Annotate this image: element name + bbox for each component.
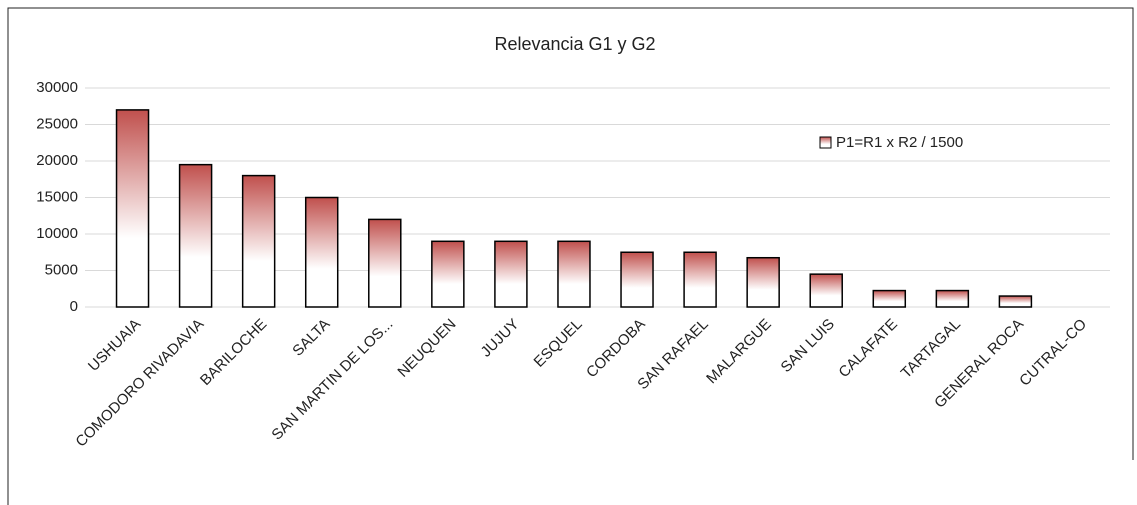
bar (935, 289, 970, 308)
bar (872, 289, 907, 308)
x-tick-label: CALAFATE (835, 316, 900, 381)
bar (683, 251, 717, 308)
legend-label: P1=R1 x R2 / 1500 (836, 134, 963, 151)
x-tick-label: CUTRAL-CO (1016, 316, 1090, 390)
x-tick-label: MALARGUE (703, 316, 775, 388)
x-tick-label: BARILOCHE (197, 316, 270, 389)
x-tick-label: SAN LUIS (777, 316, 837, 376)
x-tick-label: COMODORO RIVADAVIA (72, 316, 207, 451)
x-tick-label: CORDOBA (583, 316, 649, 382)
y-tick-label: 30000 (36, 79, 78, 96)
y-tick-label: 0 (70, 298, 78, 315)
x-tick-label: JUJUY (478, 316, 523, 361)
bar (304, 196, 339, 308)
x-tick-label: USHUAIA (85, 316, 144, 375)
bar (241, 174, 276, 308)
bar (178, 163, 213, 308)
x-tick-label: SALTA (289, 316, 333, 360)
bar (494, 240, 528, 308)
chart-title: Relevancia G1 y G2 (494, 34, 655, 54)
y-tick-label: 5000 (45, 261, 78, 278)
y-tick-label: 15000 (36, 188, 78, 205)
legend-swatch (819, 136, 832, 149)
bar (620, 251, 654, 308)
x-tick-label: TARTAGAL (898, 316, 964, 382)
bar (746, 256, 780, 308)
bar (115, 109, 150, 308)
y-tick-label: 25000 (36, 115, 78, 132)
bar (368, 218, 402, 308)
bar (998, 295, 1033, 308)
chart-border (7, 7, 1134, 505)
x-tick-label: SAN MARTIN DE LOS... (268, 316, 396, 444)
y-tick-label: 20000 (36, 152, 78, 169)
bar (809, 273, 843, 308)
bar (431, 240, 465, 308)
x-tick-label: NEUQUEN (394, 316, 459, 381)
y-tick-label: 10000 (36, 225, 78, 242)
x-tick-label: ESQUEL (531, 316, 586, 371)
bar (557, 240, 591, 308)
